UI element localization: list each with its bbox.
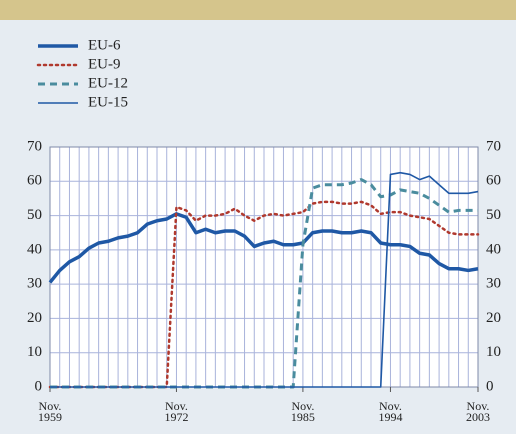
y-tick-label: 10 — [27, 344, 42, 360]
header-band — [0, 0, 516, 20]
line-series — [50, 171, 479, 388]
y2-tick-label: 60 — [486, 173, 501, 189]
y-tick-label: 60 — [27, 173, 42, 189]
x-tick-label: Nov. 2003 — [466, 399, 490, 424]
y-tick-label: 40 — [27, 241, 42, 257]
legend-label: EU-6 — [88, 37, 121, 53]
y2-tick-label: 50 — [486, 207, 501, 223]
y2-tick-label: 20 — [486, 310, 501, 326]
y2-tick-label: 70 — [486, 138, 501, 154]
legend-label: EU-12 — [88, 75, 128, 91]
x-tick-label: Nov. 1959 — [38, 399, 62, 424]
x-tick-label: Nov. 1972 — [164, 399, 189, 424]
y-tick-label: 50 — [27, 207, 42, 223]
legend-label: EU-9 — [88, 56, 121, 72]
y-tick-label: 70 — [27, 138, 42, 154]
line-series — [48, 212, 479, 284]
x-tick-label: Nov. 1994 — [378, 399, 403, 424]
y-tick-label: 20 — [27, 310, 42, 326]
y-tick-label: 0 — [35, 378, 43, 394]
y2-tick-label: 0 — [486, 378, 494, 394]
y2-tick-label: 30 — [486, 276, 501, 292]
legend-label: EU-15 — [88, 94, 128, 110]
x-tick-label: Nov. 1985 — [290, 399, 315, 424]
y2-tick-label: 10 — [486, 344, 501, 360]
y2-tick-label: 40 — [486, 241, 501, 257]
y-tick-label: 30 — [27, 276, 42, 292]
